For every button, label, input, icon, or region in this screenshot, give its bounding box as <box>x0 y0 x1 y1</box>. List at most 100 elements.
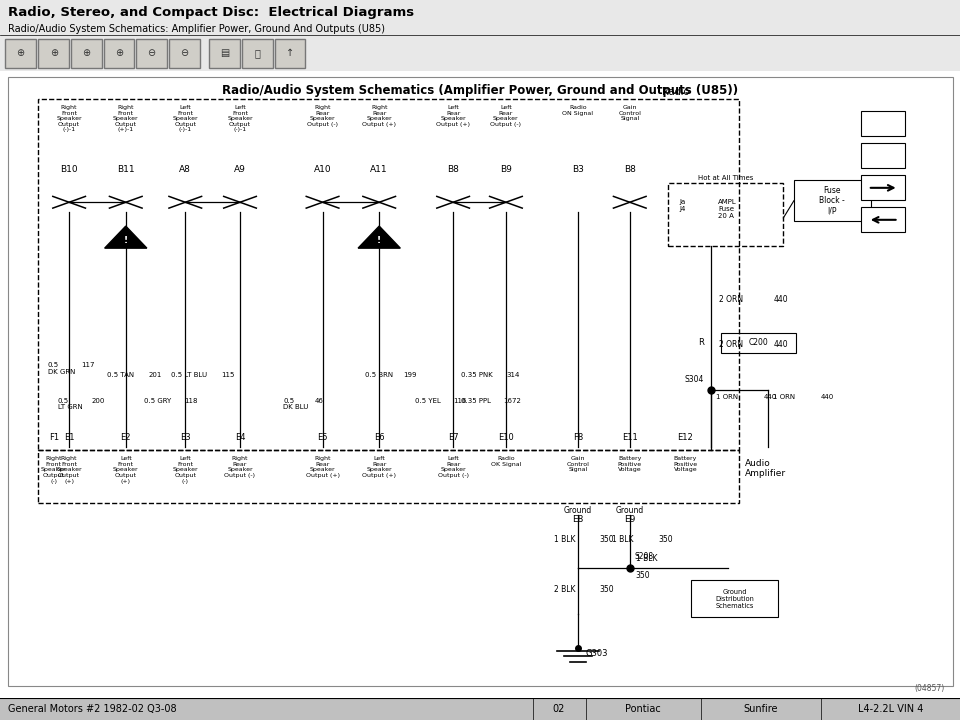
Bar <box>861 112 905 136</box>
Text: ⊕: ⊕ <box>83 48 90 58</box>
Text: 1 BLK: 1 BLK <box>612 535 634 544</box>
Text: 350: 350 <box>659 535 673 544</box>
Text: Right
Front
Speaker
Output
(-)-1: Right Front Speaker Output (-)-1 <box>57 105 82 132</box>
Text: E1: E1 <box>64 433 74 442</box>
Text: B10: B10 <box>60 165 78 174</box>
Text: 440: 440 <box>774 295 788 304</box>
Text: Sc: Sc <box>879 156 887 162</box>
Text: Left
Rear
Speaker
Output (+): Left Rear Speaker Output (+) <box>436 105 470 127</box>
Text: A9: A9 <box>234 165 246 174</box>
Text: L4-2.2L VIN 4: L4-2.2L VIN 4 <box>858 704 924 714</box>
Bar <box>104 39 134 68</box>
Text: S304: S304 <box>684 375 704 384</box>
Bar <box>861 207 905 233</box>
Bar <box>668 184 783 246</box>
Text: 0.35 PPL: 0.35 PPL <box>461 398 491 404</box>
Text: 0.35 PNK: 0.35 PNK <box>461 372 492 377</box>
Text: F1: F1 <box>49 433 59 442</box>
Text: A11: A11 <box>371 165 388 174</box>
Text: 2 ORN: 2 ORN <box>719 295 743 304</box>
Text: Hot at All Times: Hot at All Times <box>698 175 754 181</box>
Text: B11: B11 <box>117 165 134 174</box>
Bar <box>71 39 102 68</box>
Text: 1 ORN: 1 ORN <box>716 394 738 400</box>
Text: 201: 201 <box>149 372 162 377</box>
Text: 0.5
DK GRN: 0.5 DK GRN <box>48 362 76 374</box>
Text: B8: B8 <box>624 165 636 174</box>
Text: Left
Rear
Speaker
Output (-): Left Rear Speaker Output (-) <box>438 456 468 478</box>
Text: Radio
ON Signal: Radio ON Signal <box>563 105 593 116</box>
Text: 350: 350 <box>599 585 613 594</box>
Text: Ja
J4: Ja J4 <box>680 199 686 212</box>
Text: Radio/Audio System Schematics (Amplifier Power, Ground and Outputs (U85)): Radio/Audio System Schematics (Amplifier… <box>222 84 738 97</box>
Text: A10: A10 <box>314 165 331 174</box>
Text: Left
Front
Speaker
Output
(-)-1: Left Front Speaker Output (-)-1 <box>173 105 198 132</box>
Text: E9: E9 <box>624 515 636 523</box>
Text: A8: A8 <box>180 165 191 174</box>
Text: Ground: Ground <box>564 506 592 516</box>
Text: Right
Rear
Speaker
Output (+): Right Rear Speaker Output (+) <box>305 456 340 478</box>
Text: E12: E12 <box>678 433 693 442</box>
Bar <box>209 39 240 68</box>
Text: Audio
Amplifier: Audio Amplifier <box>745 459 786 479</box>
Text: Ground: Ground <box>615 506 644 516</box>
Text: B9: B9 <box>500 165 512 174</box>
Text: Right
Rear
Speaker
Output (-): Right Rear Speaker Output (-) <box>225 456 255 478</box>
Text: ⊖: ⊖ <box>148 48 156 58</box>
Text: E4: E4 <box>235 433 245 442</box>
Text: ▤: ▤ <box>220 48 229 58</box>
Text: 0.5
LT GRN: 0.5 LT GRN <box>58 398 83 410</box>
Bar <box>38 450 739 503</box>
Bar <box>38 39 69 68</box>
Text: S208: S208 <box>635 552 654 561</box>
Text: Radio/Audio System Schematics: Amplifier Power, Ground And Outputs (U85): Radio/Audio System Schematics: Amplifier… <box>8 24 385 34</box>
Text: F8: F8 <box>573 433 583 442</box>
Text: E11: E11 <box>622 433 637 442</box>
Bar <box>136 39 167 68</box>
Text: E5: E5 <box>318 433 327 442</box>
Text: 2 BLK: 2 BLK <box>554 585 575 594</box>
Text: E3: E3 <box>180 433 191 442</box>
Text: 0.5 TAN: 0.5 TAN <box>107 372 133 377</box>
Text: Right
Rear
Speaker
Output (+): Right Rear Speaker Output (+) <box>362 105 396 127</box>
Text: 440: 440 <box>774 340 788 349</box>
Text: Battery
Positive
Voltage: Battery Positive Voltage <box>617 456 642 472</box>
Text: 1 ORN: 1 ORN <box>773 394 795 400</box>
Text: (04857): (04857) <box>914 684 945 693</box>
Text: B3: B3 <box>572 165 584 174</box>
Text: Left
Front
Speaker
Output
(-): Left Front Speaker Output (-) <box>173 456 198 484</box>
Text: 440: 440 <box>821 394 834 400</box>
Text: 02: 02 <box>553 704 564 714</box>
Text: 1672: 1672 <box>503 398 521 404</box>
Text: ⊕: ⊕ <box>115 48 123 58</box>
Text: Battery
Positive
Voltage: Battery Positive Voltage <box>673 456 698 472</box>
Text: AMPL
Fuse
20 A: AMPL Fuse 20 A <box>718 199 737 219</box>
Bar <box>861 175 905 200</box>
Text: !: ! <box>377 236 381 245</box>
Text: Radio, Stereo, and Compact Disc:  Electrical Diagrams: Radio, Stereo, and Compact Disc: Electri… <box>8 6 414 19</box>
Text: 440: 440 <box>764 394 778 400</box>
Text: Radio
OK Signal: Radio OK Signal <box>491 456 521 467</box>
Text: 350: 350 <box>599 535 613 544</box>
Text: L: L <box>880 116 886 126</box>
Bar <box>861 143 905 168</box>
Text: Fuse
Block -
I/P: Fuse Block - I/P <box>820 186 845 215</box>
Text: General Motors #2 1982-02 Q3-08: General Motors #2 1982-02 Q3-08 <box>8 704 177 714</box>
Text: 2 ORN: 2 ORN <box>719 340 743 349</box>
Text: oC: oC <box>886 124 896 130</box>
Bar <box>38 99 739 450</box>
Bar <box>242 39 273 68</box>
Text: ⊕: ⊕ <box>50 48 58 58</box>
Bar <box>721 333 796 353</box>
Text: Ground
Distribution
Schematics: Ground Distribution Schematics <box>715 588 754 608</box>
Text: R: R <box>698 338 704 347</box>
Text: Right
Front
Speaker
Output
(-): Right Front Speaker Output (-) <box>41 456 66 484</box>
Text: 314: 314 <box>507 372 520 377</box>
Text: Left
Front
Speaker
Output
(+): Left Front Speaker Output (+) <box>113 456 138 484</box>
Text: E10: E10 <box>498 433 514 442</box>
Text: C200: C200 <box>749 338 768 347</box>
Text: B8: B8 <box>447 165 459 174</box>
Text: Right
Front
Speaker
Output
(+)-1: Right Front Speaker Output (+)-1 <box>113 105 138 132</box>
Text: 1 BLK: 1 BLK <box>554 535 575 544</box>
Text: ⊖: ⊖ <box>180 48 188 58</box>
